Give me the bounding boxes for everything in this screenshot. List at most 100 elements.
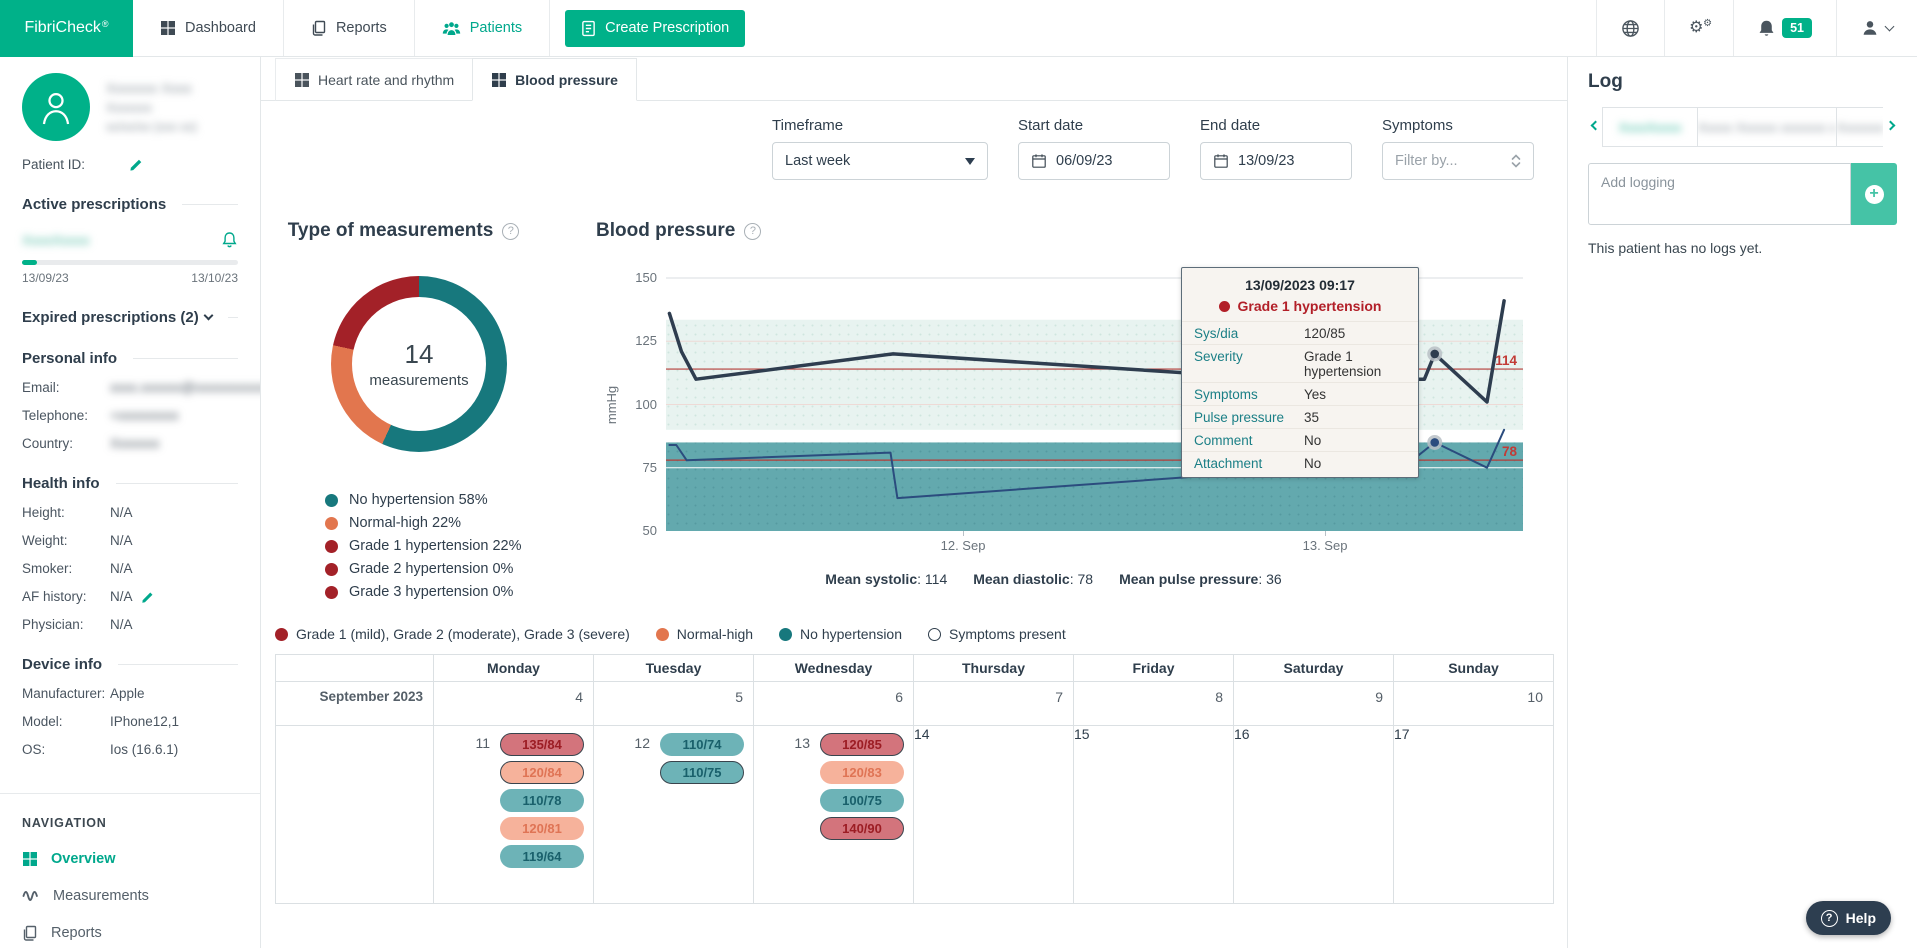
svg-text:114: 114	[1495, 353, 1517, 368]
log-tab[interactable]: Xxxxxxx	[1836, 107, 1883, 147]
reports-pages-icon	[312, 20, 326, 36]
log-tabs-next-button[interactable]	[1883, 120, 1897, 131]
sidebar-item-label: Reports	[51, 925, 102, 941]
tab-heart-rate[interactable]: Heart rate and rhythm	[275, 58, 474, 101]
x-tick-mark	[963, 531, 965, 536]
calendar-day-cell[interactable]: 17	[1393, 725, 1554, 904]
legend-label: Normal-high	[676, 626, 754, 642]
log-tabs-prev-button[interactable]	[1588, 120, 1602, 131]
log-tab[interactable]: Xxxxx Xxxxxx xxxxxxx x	[1697, 107, 1837, 147]
y-tick-label: 150	[635, 270, 657, 285]
calendar-day-cell[interactable]: 4	[433, 681, 594, 726]
bp-measurement-pill[interactable]: 110/74	[660, 733, 744, 756]
bp-measurement-pill[interactable]: 110/75	[660, 761, 744, 784]
health-info-value: N/A	[110, 533, 133, 548]
end-date-input[interactable]: 13/09/23	[1200, 142, 1352, 180]
y-axis-title: mmHg	[604, 385, 619, 424]
health-info-header: Health info	[22, 475, 238, 492]
legend-dot-icon	[325, 516, 338, 530]
patient-avatar	[22, 73, 90, 141]
edit-patient-id-icon[interactable]	[129, 157, 144, 172]
bp-measurement-pill[interactable]: 119/64	[500, 845, 584, 868]
calendar-day-cell[interactable]: 6	[753, 681, 914, 726]
legend-dot-icon	[655, 627, 669, 641]
donut-center: 14 measurements	[352, 297, 486, 431]
donut-legend: No hypertension 58% Normal-high 22% Grade …	[325, 492, 546, 600]
personal-info-row: Telephone: +xxxxxxxxx	[22, 408, 238, 423]
add-log-button[interactable]: +	[1851, 163, 1897, 225]
bp-measurement-pill[interactable]: 140/90	[820, 817, 904, 840]
start-date-input[interactable]: 06/09/23	[1018, 142, 1170, 180]
sidebar-item-label: Measurements	[53, 888, 149, 904]
calendar-day-cell[interactable]: 9	[1233, 681, 1394, 726]
tooltip-row-value: 120/85	[1304, 325, 1346, 341]
calendar-day-cell[interactable]: 11 135/84 120/84 110/78 120/81 119/64	[433, 725, 594, 904]
calendar-day-cell[interactable]: 5	[593, 681, 754, 726]
calendar-day-cell[interactable]: 8	[1073, 681, 1234, 726]
log-tab[interactable]: XxxxXxxxx	[1602, 107, 1698, 147]
help-button[interactable]: ? Help	[1805, 901, 1891, 935]
legend-label: No hypertension	[800, 626, 902, 642]
calendar-day-cell[interactable]: 16	[1233, 725, 1394, 904]
expired-prescriptions-header[interactable]: Expired prescriptions (2)	[22, 309, 238, 326]
topnav-item-dashboard[interactable]: Dashboard	[133, 0, 284, 56]
brand-logo[interactable]: FibriCheck ®	[0, 0, 133, 57]
calendar-day-cell[interactable]: 15	[1073, 725, 1234, 904]
tooltip-severity: Grade 1 hypertension	[1182, 295, 1418, 321]
tooltip-row: Severity Grade 1 hypertension	[1182, 344, 1418, 382]
edit-icon[interactable]	[141, 590, 155, 604]
start-date-filter: Start date 06/09/23	[1018, 117, 1170, 180]
bp-line-chart[interactable]: 114 78 13/09/2023 09:17 Grade 1 hypertens…	[666, 267, 1523, 531]
calendar-day-header: Monday	[433, 654, 594, 682]
main-content: Heart rate and rhythm Blood pressure Time…	[261, 57, 1567, 948]
donut-chart-title: Type of measurements ?	[261, 220, 546, 242]
tab-blood-pressure[interactable]: Blood pressure	[472, 58, 637, 101]
calendar-day-cell[interactable]: 10	[1393, 681, 1554, 726]
measurement-count: 14	[404, 339, 434, 369]
timeframe-select[interactable]: Last week	[772, 142, 988, 180]
health-info-rows: Height: N/A Weight: N/A Smoker: N/A AF history…	[22, 505, 238, 632]
bp-measurement-pill[interactable]: 120/84	[500, 761, 584, 784]
personal-info-row: Country: Xxxxxxx	[22, 436, 238, 451]
settings-button[interactable]: ⚙ ⚙	[1664, 0, 1733, 56]
create-prescription-button[interactable]: Create Prescription	[565, 9, 746, 47]
calendar-icon	[1214, 154, 1228, 168]
legend-label: Grade 1 hypertension 22%	[349, 538, 522, 554]
measurement-types-donut-chart[interactable]: 14 measurements	[331, 276, 507, 452]
severity-dot-icon	[1218, 300, 1230, 312]
calendar-day-cell[interactable]: 12 110/74 110/75	[593, 725, 754, 904]
svg-text:78: 78	[1502, 444, 1518, 459]
calendar-day-cell[interactable]: 13 120/85 120/83 100/75 140/90	[753, 725, 914, 904]
health-info-row: Weight: N/A	[22, 533, 238, 548]
bp-measurement-pill[interactable]: 120/85	[820, 733, 904, 756]
topnav-item-patients[interactable]: Patients	[415, 0, 551, 56]
bell-icon	[1759, 20, 1774, 36]
topnav-item-reports[interactable]: Reports	[284, 0, 415, 56]
health-info-row: Physician: N/A	[22, 617, 238, 632]
bp-measurement-pill[interactable]: 120/83	[820, 761, 904, 784]
sidebar-item-overview[interactable]: Overview	[22, 851, 238, 867]
language-button[interactable]	[1596, 0, 1664, 56]
sidebar-item-measurements[interactable]: Measurements	[22, 888, 238, 904]
donut-legend-item: Grade 2 hypertension 0%	[325, 561, 546, 577]
calendar-day-cell[interactable]: 7	[913, 681, 1074, 726]
add-logging-input[interactable]	[1588, 163, 1851, 225]
device-info-row: Manufacturer: Apple	[22, 686, 238, 701]
bp-measurement-pill[interactable]: 120/81	[500, 817, 584, 840]
device-info-rows: Manufacturer: Apple Model: IPhone12,1 OS: Ios…	[22, 686, 238, 757]
personal-info-label: Country:	[22, 436, 74, 451]
active-prescription-row[interactable]: XxxxXxxxx	[22, 231, 238, 249]
calendar-day-cell[interactable]: 14	[913, 725, 1074, 904]
prescription-bell-icon[interactable]	[221, 231, 238, 249]
help-question-icon[interactable]: ?	[502, 222, 520, 240]
help-question-icon[interactable]: ?	[744, 222, 762, 240]
symptoms-select[interactable]: Filter by...	[1382, 142, 1534, 180]
bp-measurement-pill[interactable]: 135/84	[500, 733, 584, 756]
user-menu-button[interactable]	[1836, 0, 1917, 56]
pill-stack: 110/74 110/75	[660, 733, 744, 784]
notifications-button[interactable]: 51	[1733, 0, 1836, 56]
bp-measurement-pill[interactable]: 100/75	[820, 789, 904, 812]
patient-sex-redacted: Xxxxxxx	[106, 101, 152, 115]
sidebar-item-reports[interactable]: Reports	[22, 925, 238, 941]
bp-measurement-pill[interactable]: 110/78	[500, 789, 584, 812]
